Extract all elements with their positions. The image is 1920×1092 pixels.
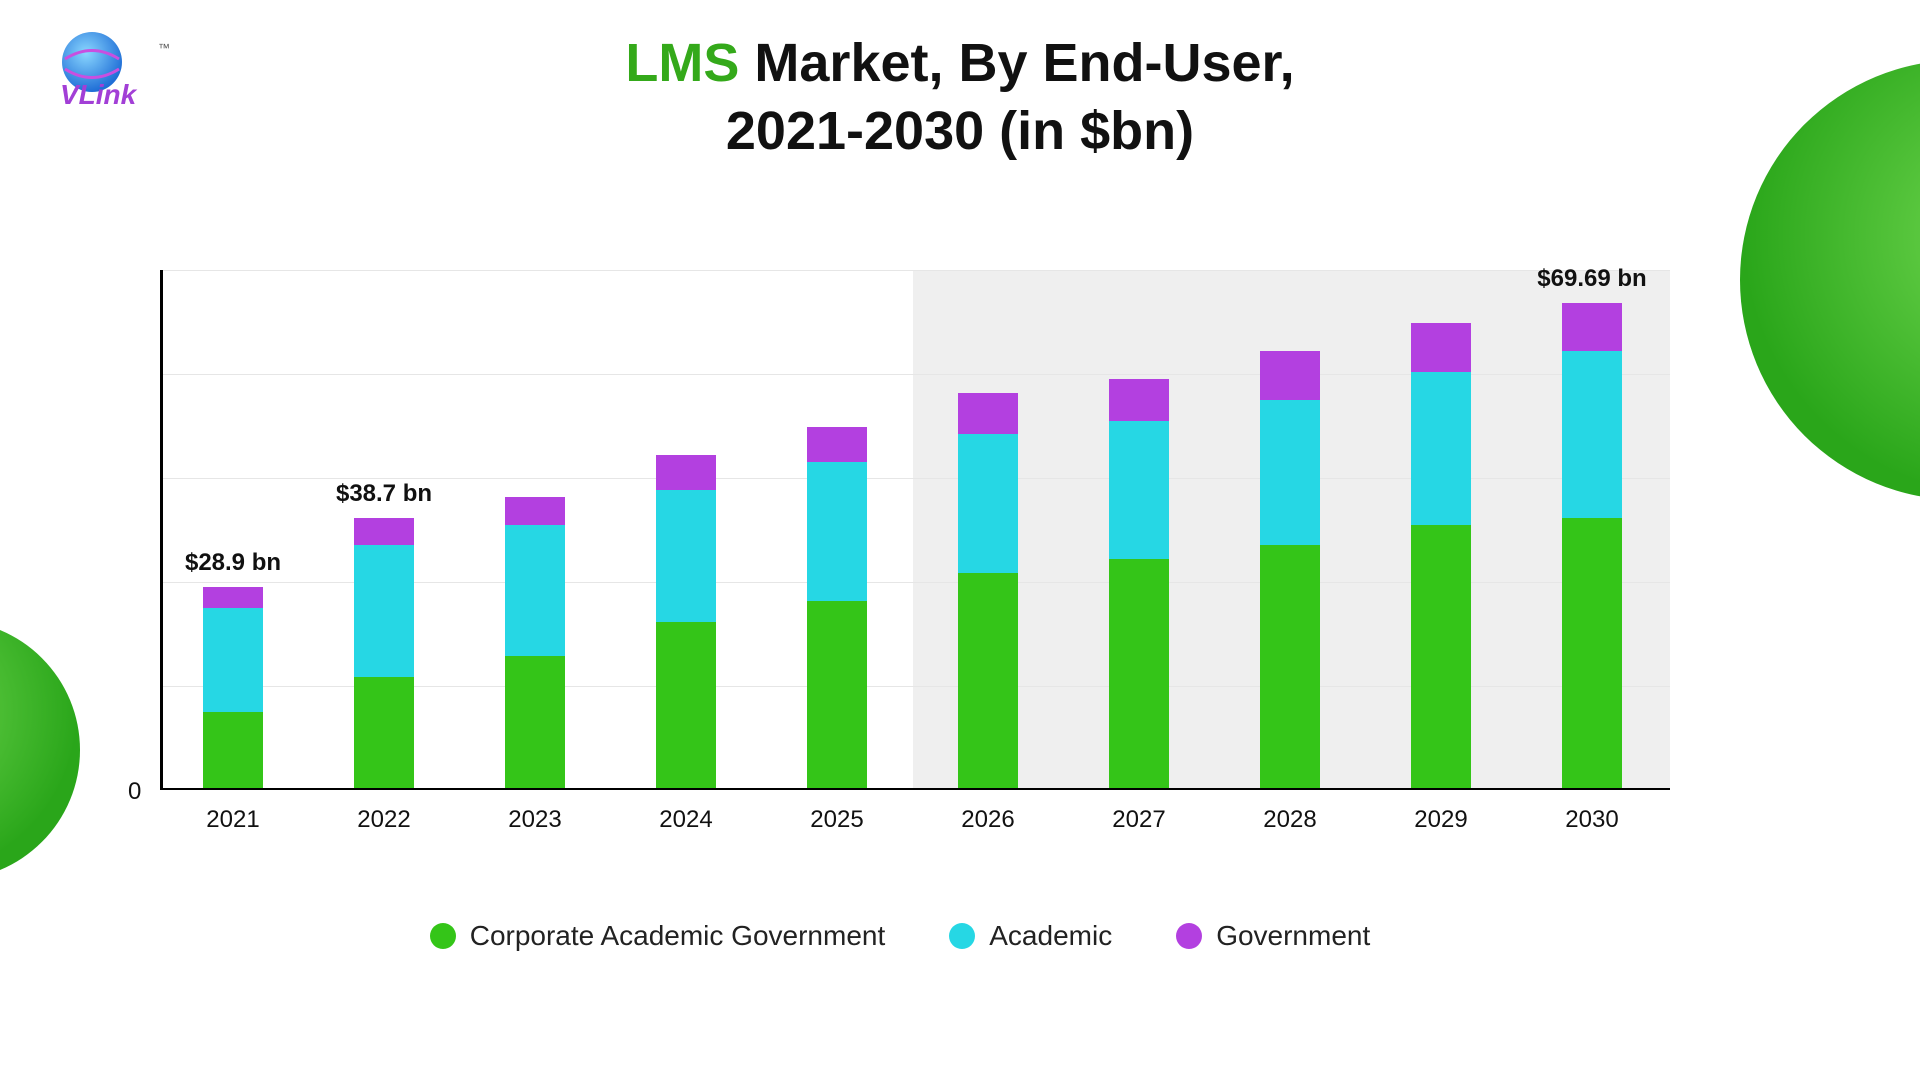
bar-segment-academic	[203, 608, 263, 712]
bar-segment-academic	[1260, 400, 1320, 546]
x-axis-year-label: 2022	[304, 806, 464, 834]
x-axis-year-label: 2026	[908, 806, 1068, 834]
bar-segment-government	[807, 427, 867, 462]
bar-group: 2027	[1109, 379, 1169, 788]
x-axis-year-label: 2023	[455, 806, 615, 834]
bar-group: 2024	[656, 455, 716, 788]
page-root: VLink ™ LMS Market, By End-User, 2021-20…	[0, 0, 1920, 1092]
bar-segment-corporate	[203, 712, 263, 788]
legend-swatch	[430, 923, 456, 949]
title-line-2: 2021-2030 (in $bn)	[0, 98, 1920, 166]
bar-segment-government	[505, 497, 565, 525]
bar-segment-corporate	[1260, 545, 1320, 788]
chart-container: 0 2021$28.9 bn2022$38.7 bn20232024202520…	[130, 270, 1670, 850]
bar-group: 2028	[1260, 351, 1320, 788]
bar-group: 2022$38.7 bn	[354, 518, 414, 788]
legend-item-corporate: Corporate Academic Government	[430, 920, 886, 952]
legend: Corporate Academic Government Academic Gov…	[130, 920, 1670, 954]
bar-segment-government	[958, 393, 1018, 435]
bar-segment-corporate	[1411, 525, 1471, 788]
bar-segment-corporate	[807, 601, 867, 788]
bar-segment-academic	[1109, 421, 1169, 560]
bar-segment-corporate	[1109, 559, 1169, 788]
plot-area: 2021$28.9 bn 2022$38.7 bn 2023 2024 2025 2026…	[160, 270, 1670, 790]
chart-title: LMS Market, By End-User, 2021-2030 (in $…	[0, 30, 1920, 165]
bar-group: 2030$69.69 bn	[1562, 303, 1622, 788]
bar-segment-government	[203, 587, 263, 608]
bar-segment-government	[1411, 323, 1471, 372]
x-axis-year-label: 2028	[1210, 806, 1370, 834]
bar-segment-corporate	[505, 656, 565, 788]
bar-segment-academic	[1411, 372, 1471, 525]
bar-segment-government	[1109, 379, 1169, 421]
bar-segment-corporate	[1562, 518, 1622, 788]
x-axis-year-label: 2027	[1059, 806, 1219, 834]
bar-segment-government	[1260, 351, 1320, 400]
bar-group: 2023	[505, 497, 565, 788]
title-line-1: LMS Market, By End-User,	[0, 30, 1920, 98]
x-axis-year-label: 2029	[1361, 806, 1521, 834]
bar-group: 2025	[807, 427, 867, 788]
legend-label: Academic	[989, 920, 1112, 952]
bar-data-label: $69.69 bn	[1482, 265, 1702, 293]
y-axis-zero-label: 0	[128, 778, 141, 806]
x-axis-year-label: 2025	[757, 806, 917, 834]
bar-segment-corporate	[958, 573, 1018, 788]
title-rest-1: Market, By End-User,	[739, 33, 1294, 93]
bar-group: 2026	[958, 393, 1018, 788]
bar-segment-academic	[656, 490, 716, 622]
bar-segment-academic	[354, 545, 414, 677]
decor-circle-left	[0, 620, 80, 880]
bar-segment-academic	[807, 462, 867, 601]
legend-label: Government	[1216, 920, 1370, 952]
bar-segment-government	[354, 518, 414, 546]
x-axis-year-label: 2021	[153, 806, 313, 834]
bar-group: 2029	[1411, 323, 1471, 788]
legend-item-government: Government	[1176, 920, 1370, 952]
legend-label: Corporate Academic Government	[470, 920, 886, 952]
bar-segment-academic	[1562, 351, 1622, 517]
bars-layer: 2021$28.9 bn 2022$38.7 bn 2023 2024 2025 2026…	[163, 270, 1670, 788]
x-axis-year-label: 2024	[606, 806, 766, 834]
bar-data-label: $28.9 bn	[123, 549, 343, 577]
bar-segment-academic	[505, 525, 565, 657]
legend-swatch	[1176, 923, 1202, 949]
bar-segment-government	[656, 455, 716, 490]
bar-segment-government	[1562, 303, 1622, 352]
title-accent: LMS	[625, 33, 739, 93]
bar-segment-corporate	[354, 677, 414, 788]
x-axis-year-label: 2030	[1512, 806, 1672, 834]
bar-segment-academic	[958, 434, 1018, 573]
bar-data-label: $38.7 bn	[274, 480, 494, 508]
bar-segment-corporate	[656, 622, 716, 788]
legend-item-academic: Academic	[949, 920, 1112, 952]
bar-group: 2021$28.9 bn	[203, 587, 263, 788]
legend-swatch	[949, 923, 975, 949]
